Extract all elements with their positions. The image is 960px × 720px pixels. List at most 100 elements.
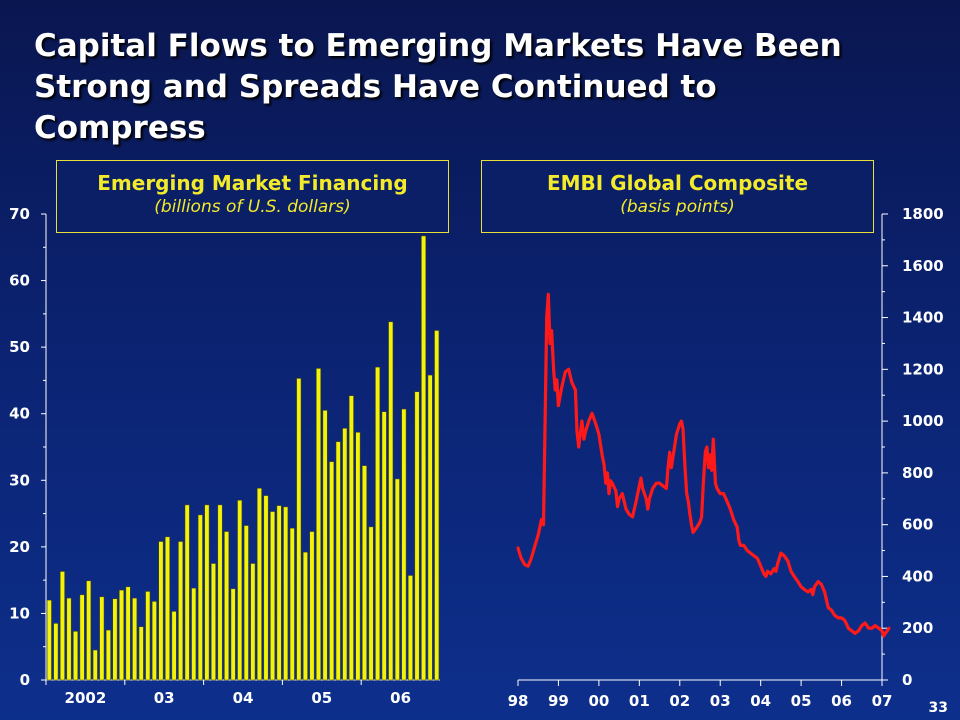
financing-y-tick-label: 50 bbox=[9, 338, 30, 356]
financing-bar bbox=[92, 649, 98, 681]
embi-y-tick-label: 800 bbox=[902, 464, 933, 482]
financing-bar bbox=[250, 563, 256, 681]
financing-x-tick-label: 2002 bbox=[65, 689, 107, 707]
financing-bar bbox=[375, 366, 381, 681]
embi-y-tick-label: 1200 bbox=[902, 360, 944, 378]
financing-bar bbox=[211, 563, 216, 681]
financing-y-tick-label: 10 bbox=[9, 604, 30, 622]
financing-bar bbox=[243, 525, 249, 681]
financing-x-tick-label: 03 bbox=[154, 689, 175, 707]
embi-y-tick-label: 200 bbox=[902, 619, 933, 637]
embi-x-tick-label: 04 bbox=[750, 692, 771, 710]
financing-chart-title: Emerging Market Financing bbox=[97, 171, 408, 195]
embi-x-tick-label: 07 bbox=[872, 692, 893, 710]
financing-bar bbox=[224, 531, 230, 681]
financing-bar bbox=[66, 597, 72, 681]
embi-x-tick-label: 00 bbox=[588, 692, 609, 710]
financing-y-tick-label: 20 bbox=[9, 538, 30, 556]
embi-line-chart: 0 200 400 600 800 1000 1200 1400 1600 1800 98 99 00 0… bbox=[508, 205, 944, 710]
financing-chart-title-box: Emerging Market Financing (billions of U… bbox=[56, 160, 449, 233]
embi-x-tick-label: 98 bbox=[508, 692, 529, 710]
financing-bar bbox=[283, 506, 289, 681]
financing-x-tick-label: 04 bbox=[233, 689, 254, 707]
financing-chart-subtitle: (billions of U.S. dollars) bbox=[154, 197, 351, 217]
financing-bar bbox=[79, 594, 85, 681]
financing-bar bbox=[322, 410, 328, 681]
financing-bar bbox=[296, 378, 302, 681]
financing-bar bbox=[86, 580, 92, 681]
financing-y-tick-label: 40 bbox=[9, 405, 30, 423]
financing-bar bbox=[270, 511, 275, 681]
financing-bar bbox=[197, 514, 203, 681]
financing-y-tick-label: 30 bbox=[9, 471, 30, 489]
financing-bar bbox=[335, 441, 341, 681]
embi-y-tick-label: 1000 bbox=[902, 412, 944, 430]
financing-bar bbox=[302, 551, 308, 681]
embi-y-tick-label: 1800 bbox=[902, 205, 944, 223]
slide-title-line: Strong and Spreads Have Continued to bbox=[34, 69, 717, 105]
financing-bar bbox=[112, 598, 118, 681]
embi-x-tick-label: 01 bbox=[629, 692, 650, 710]
financing-bar bbox=[158, 541, 164, 681]
financing-bar bbox=[434, 330, 440, 681]
financing-bar bbox=[230, 588, 236, 681]
page-number: 33 bbox=[928, 700, 948, 716]
embi-chart-title-box: EMBI Global Composite (basis points) bbox=[481, 160, 874, 233]
financing-bar bbox=[184, 504, 190, 681]
financing-bar bbox=[342, 428, 348, 681]
financing-bar bbox=[368, 526, 374, 681]
financing-x-tick-label: 06 bbox=[390, 689, 411, 707]
financing-bar bbox=[73, 631, 78, 681]
financing-bar bbox=[421, 235, 427, 681]
financing-bar bbox=[394, 478, 400, 681]
financing-bar bbox=[125, 586, 131, 681]
embi-y-tick-label: 1400 bbox=[902, 309, 944, 327]
financing-bar bbox=[289, 527, 295, 681]
embi-x-tick-label: 99 bbox=[548, 692, 569, 710]
embi-y-tick-label: 0 bbox=[902, 671, 912, 689]
financing-bar bbox=[256, 488, 262, 681]
financing-bar bbox=[348, 395, 354, 681]
financing-bar bbox=[329, 461, 335, 681]
embi-chart-title: EMBI Global Composite bbox=[546, 171, 809, 195]
financing-bar bbox=[53, 623, 59, 681]
embi-x-tick-label: 03 bbox=[710, 692, 731, 710]
financing-bar bbox=[355, 432, 361, 681]
financing-y-tick-label: 70 bbox=[9, 205, 30, 223]
financing-x-tick-label: 05 bbox=[311, 689, 332, 707]
embi-x-tick-label: 02 bbox=[669, 692, 690, 710]
embi-x-tick-label: 05 bbox=[791, 692, 812, 710]
slide-title: Capital Flows to Emerging Markets Have B… bbox=[34, 26, 934, 149]
slide-title-line: Capital Flows to Emerging Markets Have B… bbox=[34, 28, 842, 64]
financing-bar bbox=[309, 531, 315, 681]
financing-bar bbox=[427, 374, 433, 681]
embi-y-tick-label: 400 bbox=[902, 567, 933, 585]
financing-bar bbox=[145, 591, 151, 681]
financing-bar bbox=[46, 599, 52, 681]
financing-bar bbox=[138, 626, 144, 681]
financing-bar bbox=[99, 596, 105, 681]
financing-bar bbox=[151, 601, 157, 681]
financing-bar bbox=[204, 504, 210, 681]
embi-y-tick-label: 600 bbox=[902, 516, 933, 534]
embi-y-tick-label: 1600 bbox=[902, 257, 944, 275]
financing-bar bbox=[408, 575, 413, 681]
financing-bar bbox=[217, 504, 223, 681]
financing-y-tick-label: 60 bbox=[9, 272, 30, 290]
financing-bar bbox=[178, 541, 184, 681]
slide-title-line: Compress bbox=[34, 110, 206, 146]
financing-bar bbox=[276, 505, 282, 681]
financing-bar bbox=[119, 589, 124, 681]
financing-bar bbox=[263, 495, 269, 681]
financing-bar bbox=[388, 321, 394, 681]
embi-x-tick-label: 06 bbox=[831, 692, 852, 710]
financing-bar-chart: 0 10 20 30 40 50 60 70 2002 03 04 05 06 bbox=[9, 205, 440, 707]
embi-chart-subtitle: (basis points) bbox=[620, 197, 735, 217]
financing-bar bbox=[105, 629, 111, 681]
financing-bar bbox=[381, 411, 387, 681]
financing-y-tick-label: 0 bbox=[20, 671, 30, 689]
financing-bar bbox=[401, 408, 407, 681]
embi-series-line bbox=[516, 292, 891, 638]
financing-bar bbox=[316, 368, 321, 681]
